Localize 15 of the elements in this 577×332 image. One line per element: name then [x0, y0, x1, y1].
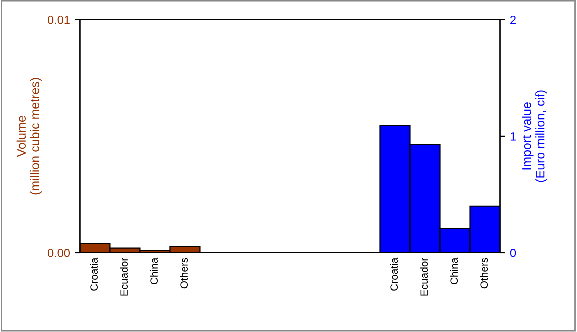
- x-tick-label: Ecuador: [120, 258, 128, 296]
- x-tick-label: China: [450, 258, 458, 285]
- x-tick-label: Croatia: [90, 258, 98, 291]
- x-tick-label: Ecuador: [420, 258, 428, 296]
- y2-axis-title: Import value (Euro million, cif): [522, 90, 548, 182]
- y-axis-title: Volume (million cubic metres): [16, 78, 42, 195]
- y2-tick-label: 1: [510, 132, 516, 141]
- x-tick-label: China: [150, 258, 158, 285]
- x-tick-label: Croatia: [390, 258, 398, 291]
- y-tick-label: 0.00: [48, 249, 70, 258]
- x-tick-label: Others: [480, 258, 488, 289]
- y-tick-label: 0.01: [48, 16, 70, 24]
- x-tick-label: Others: [180, 258, 188, 289]
- y2-tick-label: 0: [510, 249, 516, 258]
- y2-tick-label: 2: [510, 16, 516, 24]
